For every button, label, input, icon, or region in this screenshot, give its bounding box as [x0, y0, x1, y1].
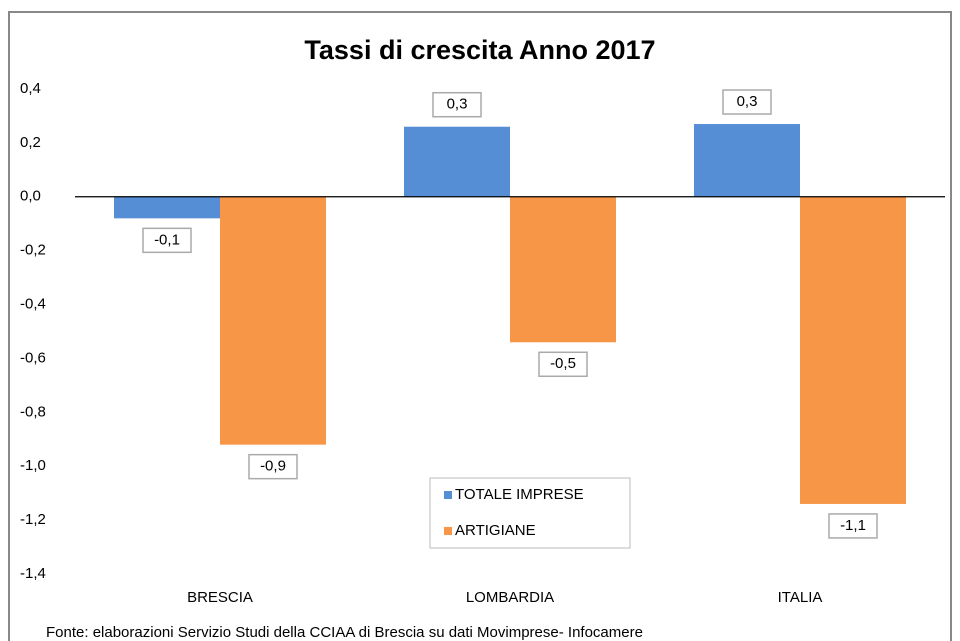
data-label: -1,1	[840, 517, 866, 534]
y-tick-label: -0,2	[20, 242, 46, 259]
x-tick-label: LOMBARDIA	[466, 589, 554, 606]
y-tick-label: 0,4	[20, 80, 41, 97]
y-tick-label: -0,4	[20, 296, 46, 313]
y-tick-label: 0,2	[20, 134, 41, 151]
data-label-box	[538, 351, 588, 378]
bar	[404, 126, 510, 197]
data-label-box	[828, 513, 878, 539]
x-tick-label: BRESCIA	[187, 589, 253, 606]
data-label: 0,3	[737, 93, 758, 110]
data-label-box	[142, 227, 192, 254]
chart-title: Tassi di crescita Anno 2017	[304, 35, 655, 65]
data-label: 0,3	[447, 96, 468, 113]
bar	[510, 196, 616, 343]
legend-label: TOTALE IMPRESE	[455, 486, 584, 503]
y-tick-label: 0,0	[20, 188, 41, 205]
source-note: Fonte: elaborazioni Servizio Studi della…	[46, 624, 643, 641]
bar	[114, 196, 220, 219]
data-label-box	[248, 453, 298, 480]
x-tick-label: ITALIA	[778, 589, 823, 606]
y-tick-label: -1,4	[20, 565, 46, 582]
y-tick-label: -0,8	[20, 403, 46, 420]
data-label-box	[432, 91, 482, 118]
y-tick-label: -1,0	[20, 457, 46, 474]
data-label: -0,9	[260, 458, 286, 475]
legend-box	[429, 477, 631, 549]
legend-label: ARTIGIANE	[455, 522, 536, 539]
data-label-box	[722, 89, 772, 115]
bar	[694, 124, 800, 197]
legend-swatch	[444, 491, 452, 499]
data-label: -0,5	[550, 355, 576, 372]
y-tick-label: -1,2	[20, 511, 46, 528]
bar	[800, 196, 906, 504]
data-label: -0,1	[154, 231, 180, 248]
bar	[220, 196, 326, 445]
y-tick-label: -0,6	[20, 349, 46, 366]
legend-swatch	[444, 527, 452, 535]
